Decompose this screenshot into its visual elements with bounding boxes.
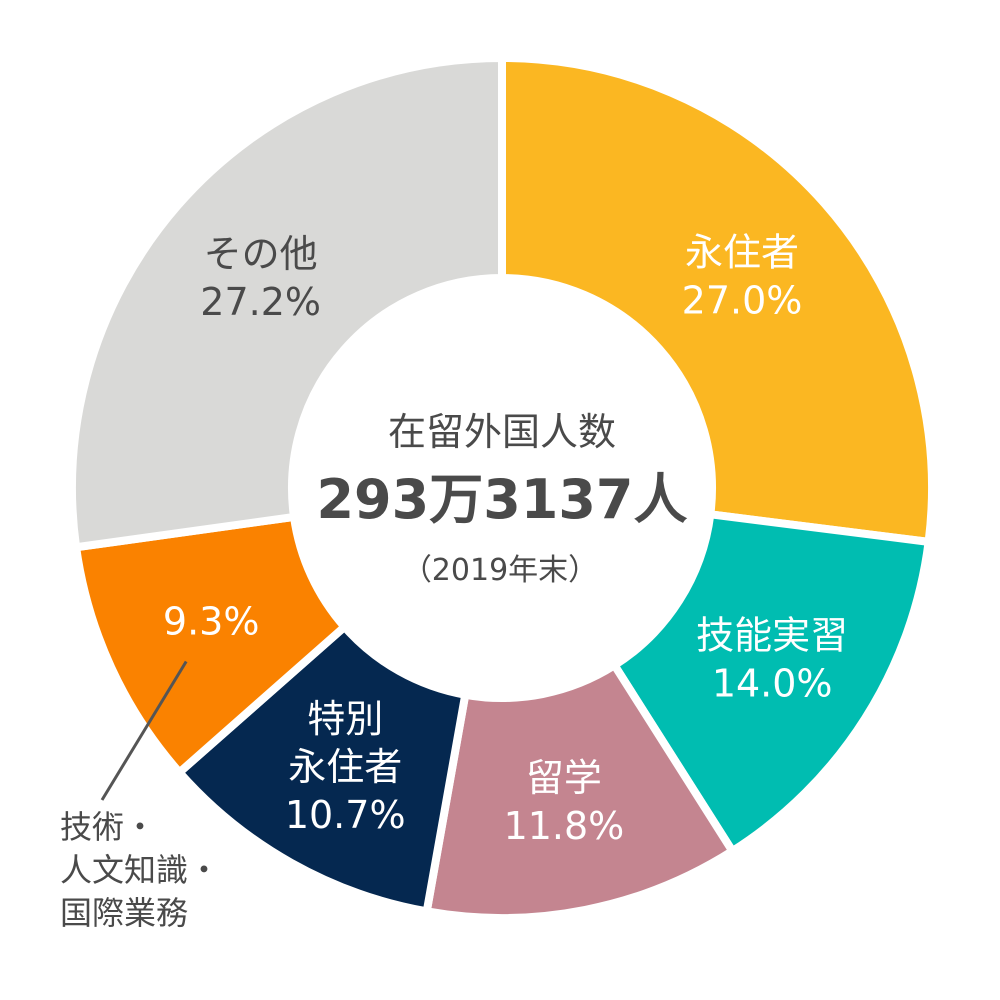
outside-label-line-1: 人文知識・ [60,851,220,889]
slice-label-2: 留学 11.8% [504,756,625,848]
slice-name-1-0: 技能実習 [696,613,848,657]
slice-1 [609,509,934,857]
slice-name-3-1: 永住者 [288,745,402,789]
slice-value-5: 27.2% [200,280,321,324]
center-text: 在留外国人数 293万3137人 （2019年末） [316,410,687,588]
slice-name-2-0: 留学 [526,756,602,800]
center-note: （2019年末） [402,553,598,588]
slice-name-5-0: その他 [204,232,318,276]
leader-line [100,660,188,801]
slices-group [68,53,936,922]
outside-label-line-0: 技術・ [60,808,156,846]
slice-0 [498,53,936,547]
slice-value-3: 10.7% [285,793,406,837]
outside-label-line-2: 国際業務 [60,894,188,932]
slice-label-5: その他 27.2% [200,232,321,324]
slice-value-0: 27.0% [682,278,803,322]
center-title: 在留外国人数 [388,410,616,454]
outside-label-4: 技術・人文知識・国際業務 [60,808,220,932]
slice-name-3-0: 特別 [307,697,383,741]
slice-5 [68,53,506,552]
slice-label-4: 9.3% [163,600,260,644]
slice-3 [173,621,470,917]
labels-group: 永住者 27.0%技能実習 14.0%留学 11.8%特別永住者 10.7%9.3%技術… [60,230,848,932]
slice-label-1: 技能実習 14.0% [696,613,848,705]
slice-label-0: 永住者 27.0% [682,230,803,322]
center-total: 293万3137人 [316,468,687,531]
slice-label-3: 特別永住者 10.7% [285,697,406,837]
slice-2 [422,659,738,922]
slice-value-4: 9.3% [163,600,260,644]
slice-value-2: 11.8% [504,804,625,848]
slice-name-0-0: 永住者 [685,230,799,274]
slice-value-1: 14.0% [712,661,833,705]
